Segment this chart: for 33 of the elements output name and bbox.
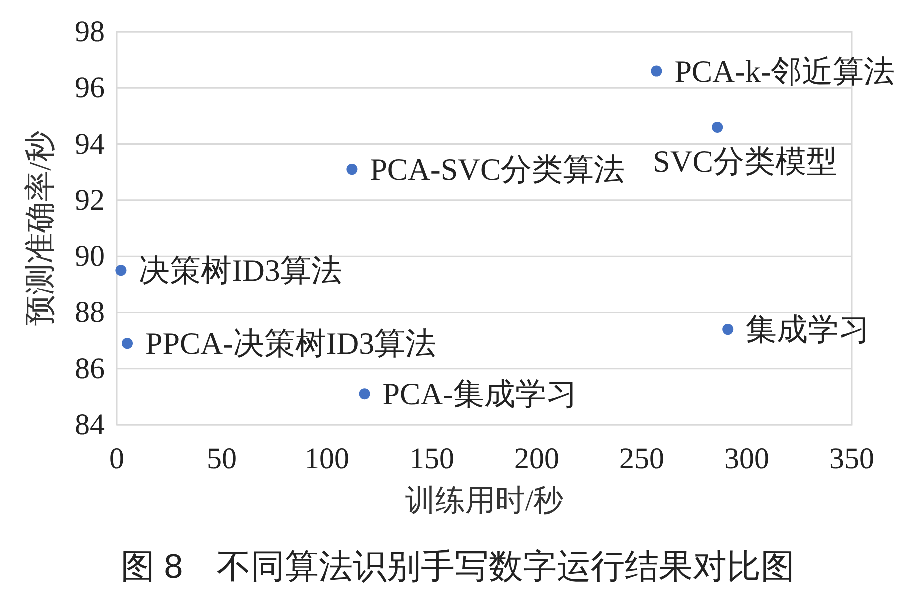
y-tick-label: 94 [75, 128, 105, 161]
y-tick-label: 90 [75, 240, 105, 274]
annotation: 集成学习 [746, 312, 870, 348]
point [651, 66, 662, 77]
y-tick-label: 86 [75, 352, 105, 386]
point [122, 338, 133, 350]
point [712, 122, 724, 133]
annotation: SVC分类模型 [653, 144, 838, 179]
x-tick-label: 300 [724, 442, 770, 476]
text: 图 8 不同算法识别手写数字运行结果对比图 [120, 548, 796, 586]
y-tick-label: 88 [75, 296, 105, 330]
annotation: PCA-集成学习 [382, 376, 578, 412]
y-tick-label: 98 [75, 16, 105, 48]
y-tick-label: 96 [75, 72, 105, 105]
y-tick-label: 92 [75, 184, 105, 217]
point [346, 164, 358, 176]
x-tick-label: 250 [620, 442, 664, 476]
x-tick-label: 50 [207, 442, 237, 476]
x-tick-label: 0 [110, 442, 124, 476]
x-tick-label: 100 [304, 442, 350, 476]
y-axis-title: 预测准确率/秒 [22, 131, 58, 326]
point [359, 388, 370, 400]
x-tick-label: 150 [410, 442, 454, 476]
x-tick-label: 200 [514, 442, 560, 476]
annotation: PPCA-决策树ID3算法 [146, 326, 437, 362]
point [722, 324, 734, 336]
x-tick-label: 350 [830, 442, 874, 476]
y-tick-label: 84 [75, 408, 105, 442]
annotation: 决策树ID3算法 [139, 253, 342, 288]
annotation: PCA-SVC分类算法 [370, 152, 626, 188]
point [116, 265, 127, 276]
annotation: PCA-k-邻近算法 [674, 54, 896, 89]
x-axis-title: 训练用时/秒 [405, 484, 564, 518]
